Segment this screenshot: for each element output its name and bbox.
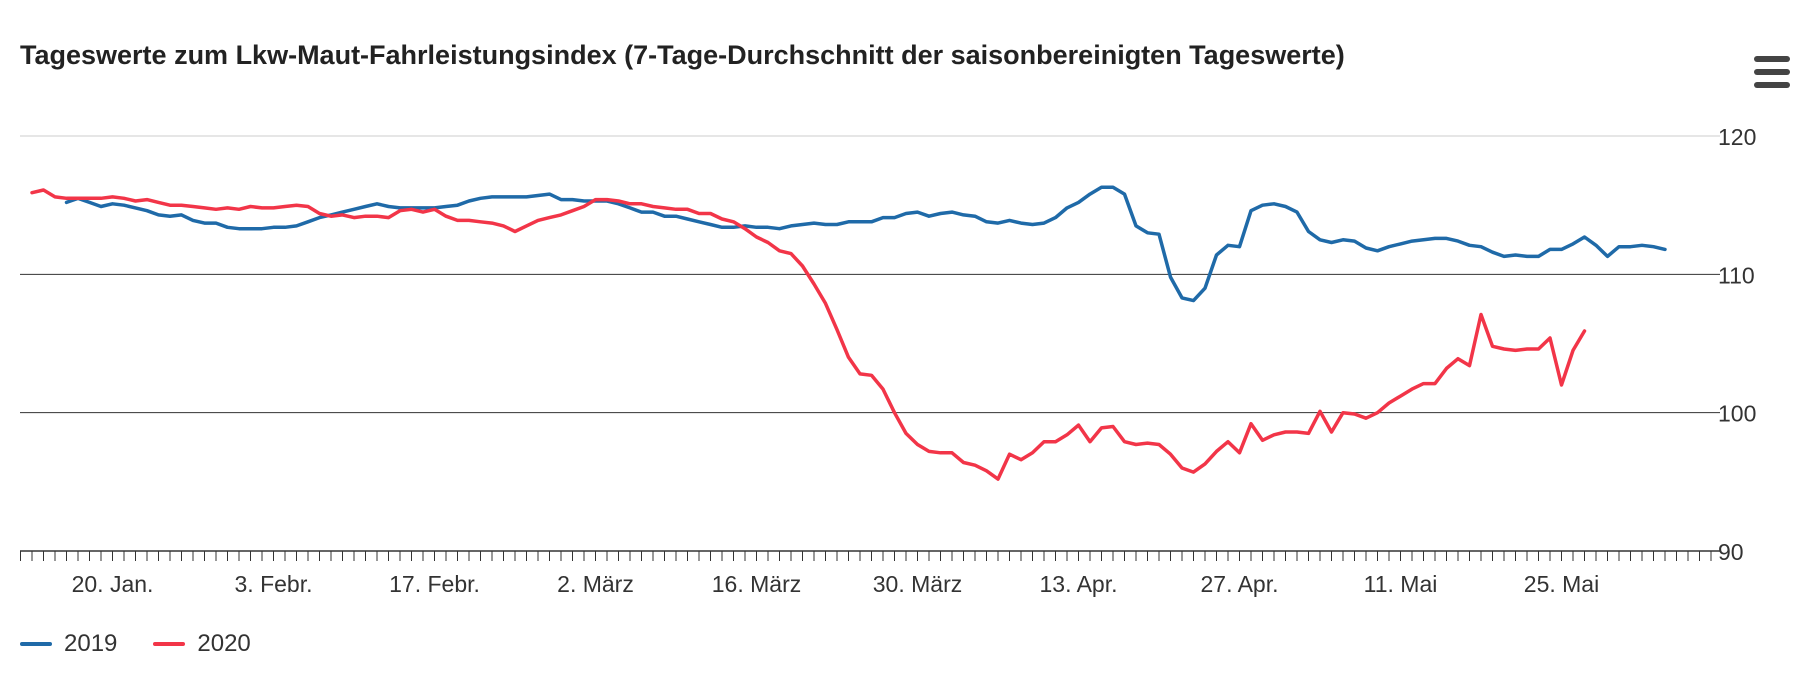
x-tick-label: 2. März: [557, 571, 634, 597]
legend-item-2019[interactable]: 2019: [20, 630, 117, 658]
x-tick-label: 11. Mai: [1364, 571, 1438, 597]
x-axis: 20. Jan. 3. Febr. 17. Febr. 2. März 16. März…: [20, 550, 1720, 597]
x-tick-label: 16. März: [712, 571, 801, 597]
chart-title: Tageswerte zum Lkw-Maut-Fahrleistungsind…: [20, 40, 1345, 70]
line-chart: 20. Jan. 3. Febr. 17. Febr. 2. März 16. März…: [20, 124, 1756, 597]
x-tick-label: 17. Febr.: [389, 571, 480, 597]
y-tick-label: 100: [1718, 401, 1756, 427]
legend-label-2019: 2019: [64, 630, 118, 657]
hamburger-menu-icon[interactable]: [1752, 56, 1792, 88]
legend: 2019 2020: [20, 630, 251, 658]
legend-label-2020: 2020: [197, 630, 251, 657]
y-tick-label: 90: [1718, 539, 1744, 565]
legend-swatch-2020: [153, 642, 186, 646]
series-lines: [30, 185, 1667, 481]
x-tick-label: 20. Jan.: [72, 571, 154, 597]
series-line-2020: [30, 188, 1587, 481]
legend-swatch-2019: [20, 642, 52, 646]
y-tick-label: 110: [1718, 262, 1755, 288]
series-line-2019: [64, 185, 1667, 303]
x-tick-label: 13. Apr.: [1039, 571, 1117, 597]
grid-lines: [20, 135, 1720, 414]
y-axis: 90 100 110 120: [1718, 124, 1756, 565]
x-tick-label: 27. Apr.: [1200, 571, 1278, 597]
x-tick-label: 25. Mai: [1524, 571, 1599, 597]
x-tick-label: 3. Febr.: [235, 571, 313, 597]
legend-item-2020[interactable]: 2020: [153, 630, 251, 658]
y-tick-label: 120: [1718, 124, 1756, 150]
x-tick-label: 30. März: [873, 571, 962, 597]
